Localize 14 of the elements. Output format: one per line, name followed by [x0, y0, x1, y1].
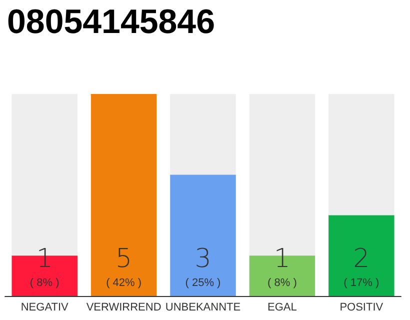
annotation: ( 8% )	[268, 277, 297, 289]
x-tick-label: UNBEKANNTE	[165, 302, 241, 314]
annotation: ( 42% )	[106, 277, 142, 289]
annotation: ( 17% )	[344, 277, 380, 289]
x-tick-label: NEGATIV	[20, 302, 69, 314]
annotation: ( 25% )	[185, 277, 221, 289]
annotation: ( 8% )	[30, 277, 60, 289]
x-tick-label: VERWIRREND	[86, 302, 162, 314]
chart-title: 08054145846	[7, 3, 216, 41]
x-tick-label: POSITIV	[340, 302, 384, 314]
x-tick-label: EGAL	[268, 302, 297, 314]
data-label: 2	[353, 244, 370, 274]
data-label: 3	[194, 244, 212, 274]
data-label: 5	[116, 244, 132, 274]
